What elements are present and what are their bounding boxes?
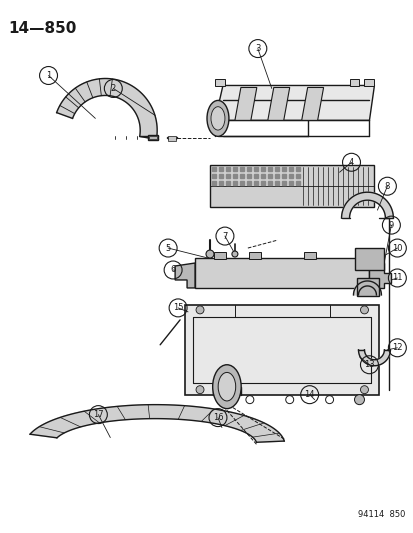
- FancyBboxPatch shape: [357, 278, 378, 296]
- FancyBboxPatch shape: [168, 136, 176, 141]
- Circle shape: [231, 251, 237, 257]
- Text: 14—850: 14—850: [9, 21, 77, 36]
- Polygon shape: [30, 405, 284, 442]
- FancyBboxPatch shape: [354, 248, 384, 270]
- FancyBboxPatch shape: [148, 135, 158, 140]
- Text: 1: 1: [46, 71, 51, 80]
- Polygon shape: [175, 263, 195, 288]
- Text: 5: 5: [165, 244, 170, 253]
- FancyBboxPatch shape: [363, 79, 373, 86]
- Polygon shape: [57, 78, 157, 139]
- FancyBboxPatch shape: [349, 79, 358, 86]
- Text: 3: 3: [254, 44, 260, 53]
- FancyBboxPatch shape: [214, 252, 225, 259]
- FancyBboxPatch shape: [214, 79, 224, 86]
- Text: 14: 14: [304, 390, 314, 399]
- Text: 10: 10: [391, 244, 401, 253]
- FancyBboxPatch shape: [185, 305, 378, 394]
- Text: 13: 13: [363, 360, 374, 369]
- Polygon shape: [341, 192, 392, 218]
- Text: 2: 2: [110, 84, 116, 93]
- Text: 7: 7: [222, 231, 227, 240]
- Polygon shape: [353, 281, 380, 295]
- Polygon shape: [267, 87, 289, 120]
- Circle shape: [196, 306, 204, 314]
- Text: 15: 15: [173, 303, 183, 312]
- Ellipse shape: [211, 107, 224, 130]
- FancyBboxPatch shape: [248, 252, 260, 259]
- FancyBboxPatch shape: [167, 138, 177, 139]
- Text: 17: 17: [93, 410, 103, 419]
- Ellipse shape: [218, 373, 235, 401]
- Circle shape: [354, 394, 363, 405]
- Circle shape: [206, 250, 214, 258]
- FancyBboxPatch shape: [303, 252, 315, 259]
- Polygon shape: [368, 263, 390, 288]
- Circle shape: [196, 386, 204, 394]
- FancyBboxPatch shape: [149, 136, 157, 139]
- FancyBboxPatch shape: [195, 258, 368, 288]
- Polygon shape: [234, 87, 256, 120]
- Circle shape: [360, 386, 368, 394]
- Text: 11: 11: [391, 273, 401, 282]
- Ellipse shape: [206, 100, 228, 136]
- Text: 16: 16: [212, 413, 223, 422]
- Text: 12: 12: [391, 343, 401, 352]
- Text: 6: 6: [170, 265, 176, 274]
- Text: 8: 8: [384, 182, 389, 191]
- Text: 94114  850: 94114 850: [357, 510, 404, 519]
- Text: 4: 4: [348, 158, 353, 167]
- Circle shape: [360, 306, 368, 314]
- Polygon shape: [301, 87, 323, 120]
- Polygon shape: [214, 85, 373, 120]
- Polygon shape: [358, 350, 389, 366]
- FancyBboxPatch shape: [209, 165, 373, 207]
- Ellipse shape: [212, 365, 241, 409]
- Text: 9: 9: [388, 221, 393, 230]
